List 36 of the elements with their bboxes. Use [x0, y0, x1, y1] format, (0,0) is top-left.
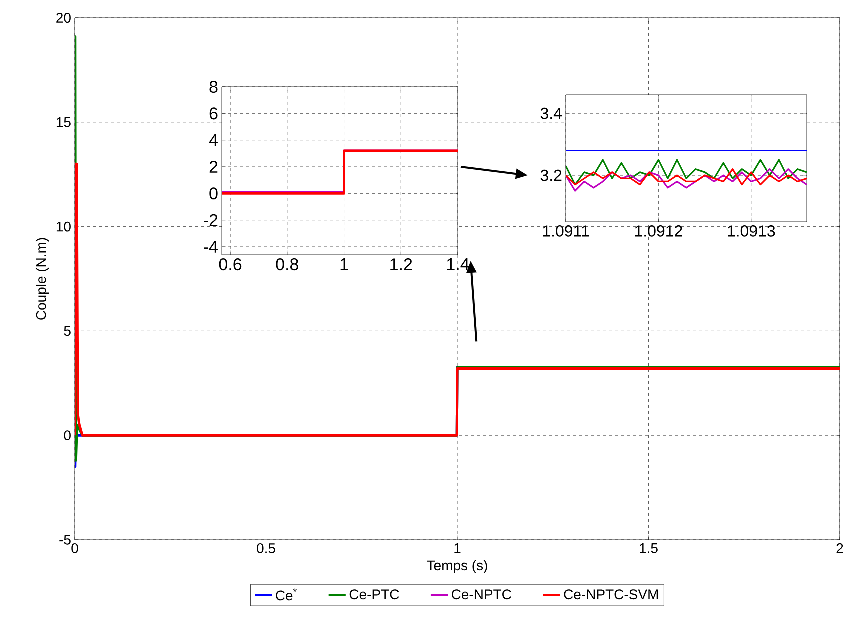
legend-label: Ce-NPTC — [452, 590, 512, 600]
y-tick-label: 15 — [56, 118, 71, 128]
y-tick-label: 2 — [210, 161, 218, 173]
y-tick-label: 3.2 — [540, 170, 562, 182]
legend-label: Ce$^{*}$ — [276, 588, 297, 601]
x-tick-label: 0.8 — [276, 258, 298, 271]
x-tick-label: 1 — [454, 544, 461, 554]
x-tick-label: 0.5 — [257, 544, 276, 554]
x-tick-label: 2 — [836, 544, 844, 554]
line-series — [75, 162, 840, 437]
legend-label: Ce-NPTC-SVM — [564, 590, 658, 600]
x-tick-label: 1 — [340, 258, 348, 270]
y-tick-label: 20 — [56, 13, 71, 23]
x-tick-label: 1.5 — [640, 544, 658, 554]
line-series — [566, 159, 807, 186]
y-tick-label: -5 — [60, 535, 71, 545]
x-tick-label: 0.6 — [219, 258, 242, 271]
y-tick-label: -4 — [204, 241, 218, 253]
y-tick-label: 3.4 — [540, 108, 562, 120]
y-tick-label: 0 — [210, 188, 218, 200]
x-axis-title: Temps (s) — [427, 560, 488, 574]
x-tick-label: 1.0913 — [728, 226, 776, 237]
x-tick-label: 1.0911 — [543, 226, 590, 237]
y-axis-title: Couple (N.m) — [36, 238, 50, 320]
y-tick-label: 6 — [210, 108, 218, 120]
y-tick-label: 10 — [56, 222, 71, 232]
y-tick-label: 5 — [64, 326, 71, 336]
x-tick-label: 1.4 — [447, 258, 470, 270]
y-tick-label: 8 — [210, 80, 218, 94]
y-tick-label: 0 — [64, 430, 71, 441]
y-tick-label: -2 — [204, 214, 218, 226]
x-tick-label: 1.2 — [390, 258, 412, 270]
y-tick-label: 4 — [209, 134, 218, 146]
legend-label: Ce-PTC — [350, 590, 400, 600]
x-tick-label: 1.0912 — [635, 226, 682, 237]
x-tick-label: 0 — [72, 544, 78, 554]
